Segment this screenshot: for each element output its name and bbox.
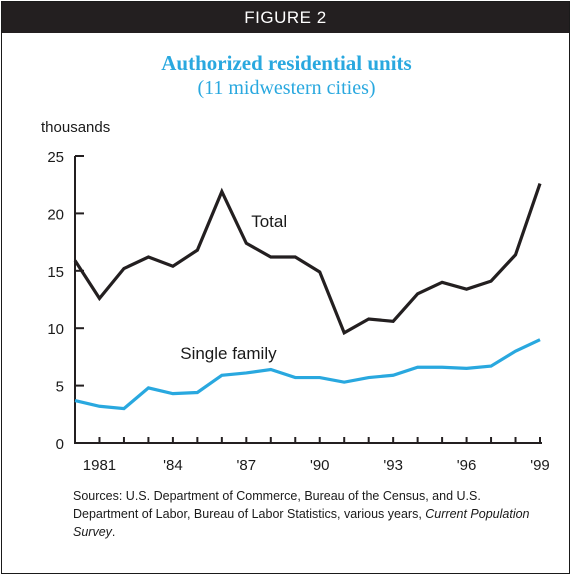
x-tick-label: '93 — [383, 457, 403, 474]
y-tick-label: 0 — [56, 436, 64, 453]
y-tick-label: 10 — [47, 321, 64, 338]
x-tick-label: '96 — [457, 457, 477, 474]
sources-publication: Current Population Survey — [73, 507, 530, 539]
sources-suffix: . — [111, 525, 116, 539]
series-label-single-family: Single family — [180, 344, 277, 363]
y-axis-label: thousands — [41, 119, 111, 136]
y-tick-label: 5 — [56, 379, 64, 396]
sources-text: Sources: U.S. Department of Commerce, Bu… — [73, 489, 481, 521]
figure-header: FIGURE 2 — [2, 2, 569, 33]
x-tick-label: '99 — [530, 457, 550, 474]
sources-note: Sources: U.S. Department of Commerce, Bu… — [73, 487, 543, 541]
y-tick-label: 15 — [47, 264, 64, 281]
x-tick-label: '84 — [163, 457, 183, 474]
y-tick-label: 25 — [47, 149, 64, 166]
x-tick-label: 1981 — [83, 457, 116, 474]
x-tick-label: '87 — [237, 457, 257, 474]
chart-subtitle: (11 midwestern cities) — [197, 77, 376, 99]
x-tick-label: '90 — [310, 457, 330, 474]
y-tick-label: 20 — [47, 206, 64, 223]
chart-title: Authorized residential units — [161, 51, 412, 75]
series-line-single-family — [74, 338, 541, 411]
series-label-total: Total — [251, 212, 287, 231]
series-line-total — [73, 183, 542, 336]
